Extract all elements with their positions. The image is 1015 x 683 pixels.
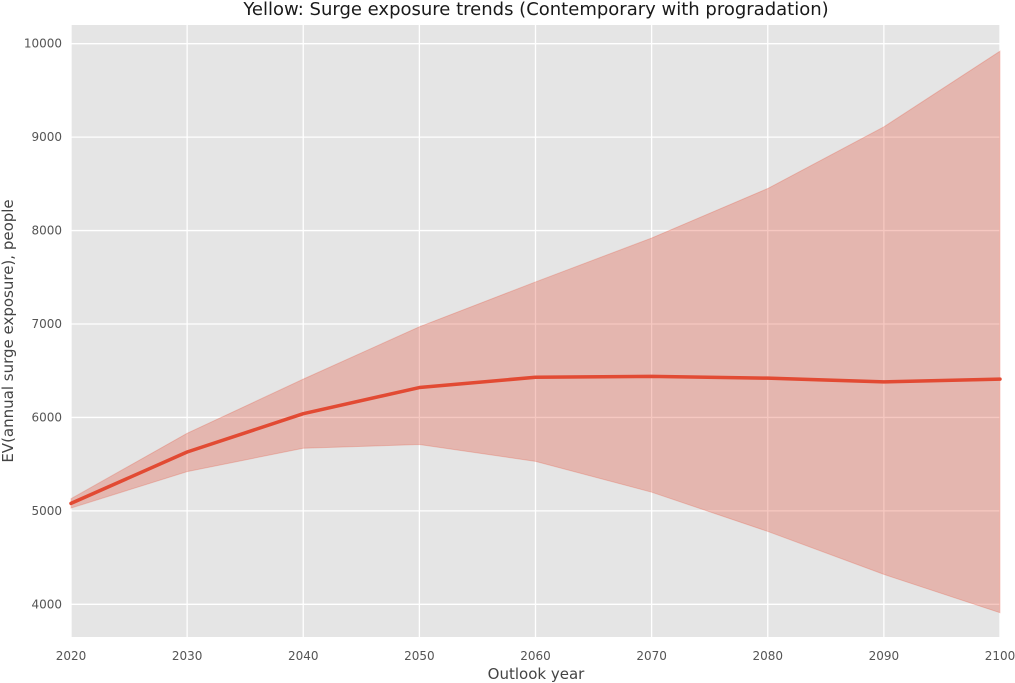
x-tick-label: 2070 <box>636 649 667 663</box>
y-tick-label: 9000 <box>31 130 62 144</box>
y-axis-label: EV(annual surge exposure), people <box>0 199 17 462</box>
confidence-band-layer <box>70 50 1001 614</box>
series-line-layer <box>69 374 1002 506</box>
y-tick-label: 8000 <box>31 224 62 238</box>
x-tick-label: 2020 <box>56 649 87 663</box>
x-tick-label: 2040 <box>288 649 319 663</box>
series-line <box>69 374 1002 506</box>
x-tick-label: 2100 <box>985 649 1015 663</box>
x-tick-labels: 2020 2030 2040 2050 2060 2070 2080 2090 2100 <box>56 649 1015 663</box>
chart-title: Yellow: Surge exposure trends (Contempor… <box>242 0 828 20</box>
x-axis-label: Outlook year <box>488 665 585 683</box>
x-tick-label: 2050 <box>404 649 435 663</box>
x-tick-label: 2060 <box>520 649 551 663</box>
y-tick-label: 6000 <box>31 410 62 424</box>
y-tick-label: 4000 <box>31 597 62 611</box>
y-tick-label: 7000 <box>31 317 62 331</box>
x-tick-label: 2090 <box>869 649 900 663</box>
confidence-band <box>70 50 1001 614</box>
y-tick-label: 10000 <box>24 37 62 51</box>
grid-lines <box>70 25 1001 637</box>
y-tick-label: 5000 <box>31 504 62 518</box>
x-tick-label: 2080 <box>752 649 783 663</box>
y-tick-labels: 4000 5000 6000 7000 8000 9000 10000 <box>24 37 62 612</box>
x-tick-label: 2030 <box>172 649 203 663</box>
